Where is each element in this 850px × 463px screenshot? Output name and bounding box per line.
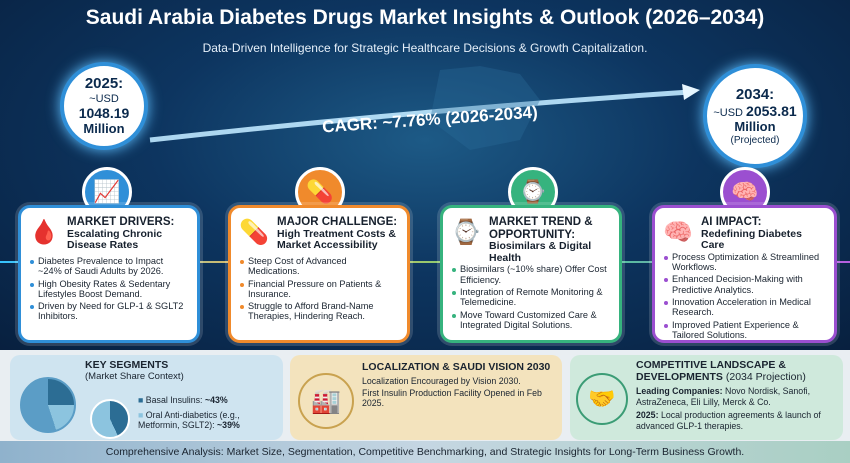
pill-bottle-icon: 💊 xyxy=(239,219,269,246)
footer-banner: Comprehensive Analysis: Market Size, Seg… xyxy=(0,441,850,463)
panel-line: First Insulin Production Facility Opened… xyxy=(362,387,542,409)
bullet: High Obesity Rates & Sedentary Lifestyle… xyxy=(29,279,189,300)
start-year: 2025: xyxy=(84,75,124,93)
bullet: Improved Patient Experience & Tailored S… xyxy=(663,320,826,341)
dev-label: 2025: xyxy=(636,410,659,421)
connector-line xyxy=(0,261,850,263)
bullet: Driven by Need for GLP-1 & SGLT2 Inhibit… xyxy=(29,301,189,322)
card-title: MAJOR CHALLENGE: xyxy=(277,216,398,228)
bullet: Biosimilars (~10% share) Offer Cost Effi… xyxy=(451,264,611,285)
card-title: MARKET TREND & OPPORTUNITY: xyxy=(489,216,593,241)
panel-line: Localization Encouraged by Vision 2030. xyxy=(362,376,521,387)
smartwatch-icon: ⌚ xyxy=(451,219,481,246)
card-subtitle: Redefining Diabetes Care xyxy=(701,227,802,252)
developments: Local production agreements & launch of … xyxy=(636,410,821,431)
ai-chip-icon: 🧠 xyxy=(663,219,693,246)
card-title: MARKET DRIVERS: xyxy=(67,216,175,228)
segment-basal-insulins: ■ Basal Insulins: ~43% xyxy=(138,395,228,405)
card-title: AI IMPACT: xyxy=(701,216,762,228)
end-value-bubble: 2034: ~USD 2053.81 Million (Projected) xyxy=(703,64,807,168)
handshake-icon: 🤝 xyxy=(576,373,628,425)
bullet: Innovation Acceleration in Medical Resea… xyxy=(663,297,826,318)
end-value: 2053.81 xyxy=(746,103,797,120)
competitive-panel: 🤝 COMPETITIVE LANDSCAPE & DEVELOPMENTS (… xyxy=(570,355,843,440)
panel-title: LOCALIZATION & SAUDI VISION 2030 xyxy=(362,361,551,373)
key-segments-panel: KEY SEGMENTS (Market Share Context) ■ Ba… xyxy=(10,355,283,440)
bullet: Move Toward Customized Care & Integrated… xyxy=(451,310,611,331)
panel-subtitle: (Market Share Context) xyxy=(85,371,184,383)
bullet: Diabetes Prevalence to Impact ~24% of Sa… xyxy=(29,256,189,277)
ai-impact-card: 🧠 AI IMPACT: Redefining Diabetes Care Pro… xyxy=(652,205,837,343)
leading-label: Leading Companies: xyxy=(636,386,723,397)
start-value: 1048.19 xyxy=(78,105,130,122)
bullet: Enhanced Decision-Making with Predictive… xyxy=(663,274,826,295)
card-subtitle: Escalating Chronic Disease Rates xyxy=(67,227,163,252)
bullet: Steep Cost of Advanced Medications. xyxy=(239,256,399,277)
start-prefix: ~USD xyxy=(89,92,119,105)
market-drivers-card: 🩸 MARKET DRIVERS: Escalating Chronic Dise… xyxy=(18,205,200,343)
end-year: 2034: xyxy=(735,85,775,103)
market-trend-card: ⌚ MARKET TREND & OPPORTUNITY: Biosimilars… xyxy=(440,205,622,343)
major-challenge-card: 💊 MAJOR CHALLENGE: High Treatment Costs &… xyxy=(228,205,410,343)
leading-companies: Novo Nordisk, Sanofi, AstraZeneca, Eli L… xyxy=(636,386,811,407)
bullet: Struggle to Afford Brand-Name Therapies,… xyxy=(239,301,399,322)
panel-title: KEY SEGMENTS xyxy=(85,359,169,371)
bullet: Financial Pressure on Patients & Insuran… xyxy=(239,279,399,300)
page-title: Saudi Arabia Diabetes Drugs Market Insig… xyxy=(85,6,765,29)
localization-panel: 🏭 LOCALIZATION & SAUDI VISION 2030 Local… xyxy=(290,355,562,440)
glucose-meter-icon: 🩸 xyxy=(29,219,59,246)
panel-title-note: (2034 Projection) xyxy=(725,371,806,384)
start-unit: Million xyxy=(83,120,125,136)
bullet: Process Optimization & Streamlined Workf… xyxy=(663,252,826,273)
start-value-bubble: 2025: ~USD 1048.19 Million xyxy=(60,62,148,150)
panel-title: COMPETITIVE LANDSCAPE & DEVELOPMENTS xyxy=(636,359,786,384)
end-note: (Projected) xyxy=(730,134,780,146)
growth-arrow xyxy=(149,66,700,150)
map-silhouette xyxy=(430,66,540,150)
page-subtitle: Data-Driven Intelligence for Strategic H… xyxy=(202,41,648,55)
card-subtitle: High Treatment Costs & Market Accessibil… xyxy=(277,227,397,252)
card-subtitle: Biosimilars & Digital Health xyxy=(489,240,592,264)
end-prefix: ~USD xyxy=(713,107,743,120)
bullet: Integration of Remote Monitoring & Telem… xyxy=(451,287,611,308)
pie-chart-icon xyxy=(20,377,76,433)
share-pie xyxy=(90,399,130,439)
end-unit: Million xyxy=(734,118,776,134)
factory-crown-icon: 🏭 xyxy=(298,373,354,429)
segment-oral-antidiabetics: ■ Oral Anti-diabetics (e.g., Metformin, … xyxy=(138,409,240,431)
